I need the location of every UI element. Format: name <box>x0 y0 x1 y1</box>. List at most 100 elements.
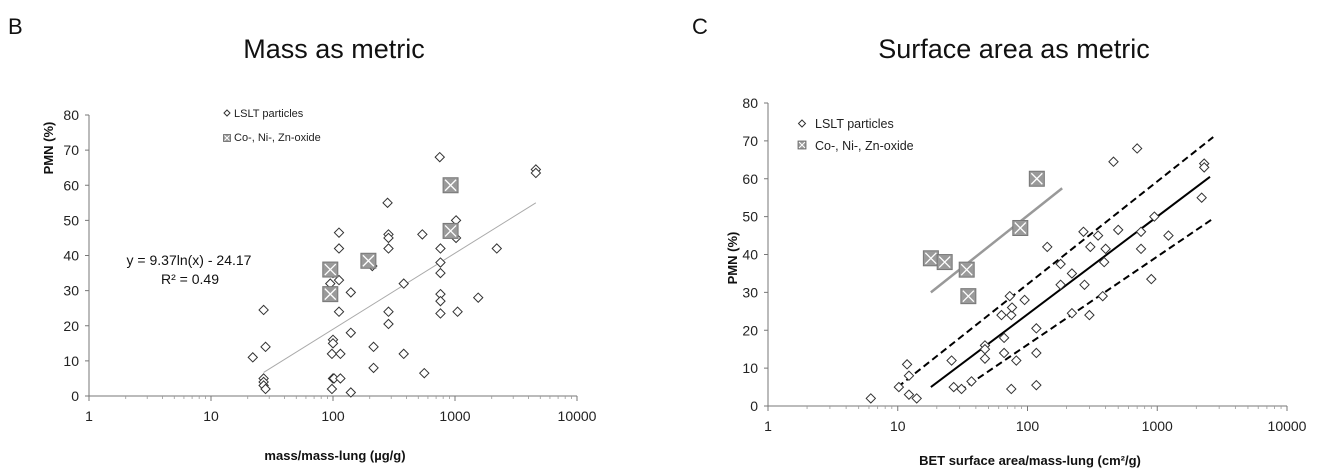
data-point-lslt <box>383 232 394 244</box>
y-tick-label: 60 <box>63 177 79 193</box>
x-axis-label-b: mass/mass-lung (µg/g) <box>264 448 405 463</box>
data-point-lslt <box>260 383 271 395</box>
y-tick-label: 30 <box>63 283 79 299</box>
data-point-lslt <box>398 348 410 360</box>
data-point-lslt <box>1108 156 1119 168</box>
y-tick-label: 80 <box>63 107 79 123</box>
x-tick-label: 1000 <box>1142 418 1173 434</box>
data-point-lslt <box>979 353 991 364</box>
legend-marker-lslt-c <box>797 119 807 128</box>
legend-label-lslt-c: LSLT particles <box>815 117 894 131</box>
data-point-lslt <box>435 267 446 279</box>
y-tick-label: 30 <box>742 284 758 300</box>
data-point-lslt <box>530 167 542 179</box>
data-point-lslt <box>1041 241 1053 253</box>
legend-c: LSLT particles Co-, Ni-, Zn-oxide <box>797 117 914 153</box>
data-point-oxide <box>442 222 459 239</box>
data-point-lslt <box>418 367 430 379</box>
data-point-lslt <box>1055 279 1066 291</box>
data-point-lslt <box>345 287 357 298</box>
data-point-lslt <box>258 304 269 316</box>
data-point-lslt <box>1031 347 1042 359</box>
data-point-lslt <box>335 373 346 384</box>
data-point-lslt <box>1055 258 1066 270</box>
legend-marker-oxide-b <box>223 134 231 142</box>
data-point-oxide <box>1012 219 1029 236</box>
x-tick-label: 10000 <box>558 408 597 424</box>
data-point-lslt <box>326 348 338 360</box>
y-tick-label: 0 <box>750 398 758 414</box>
regression-equation-b: y = 9.37ln(x) - 24.17 <box>127 252 252 268</box>
data-point-lslt <box>1097 290 1109 302</box>
y-tick-label: 10 <box>63 353 79 369</box>
legend-marker-lslt-b <box>223 109 231 117</box>
data-point-lslt <box>327 338 339 349</box>
fit-line-c <box>930 176 1211 388</box>
data-point-lslt <box>335 348 346 360</box>
data-point-lslt <box>417 229 428 240</box>
chart-title-b: Mass as metric <box>243 34 425 64</box>
data-point-lslt <box>956 383 967 395</box>
data-point-lslt <box>383 243 394 254</box>
y-axis-label-c: PMN (%) <box>725 232 740 285</box>
chart-panel-b: B Mass as metric PMN (%) mass/mass-lung … <box>8 14 597 463</box>
data-point-lslt <box>1019 294 1030 306</box>
data-point-lslt <box>1098 256 1110 268</box>
data-point-lslt <box>1006 302 1018 313</box>
data-point-oxide <box>442 177 459 194</box>
data-point-lslt <box>452 306 463 318</box>
data-point-lslt <box>247 352 259 363</box>
data-point-lslt <box>998 347 1010 359</box>
data-point-lslt <box>260 341 271 353</box>
data-point-lslt <box>1004 290 1016 302</box>
y-tick-label: 80 <box>742 95 758 111</box>
data-point-lslt <box>1085 241 1096 253</box>
data-point-lslt <box>1005 309 1017 321</box>
y-tick-label: 50 <box>63 212 79 228</box>
data-point-lslt <box>1131 143 1143 154</box>
x-tick-label: 1000 <box>439 408 470 424</box>
data-point-lslt <box>966 376 977 387</box>
data-point-lslt <box>1198 162 1210 173</box>
panel-letter-b: B <box>8 14 23 39</box>
data-point-lslt <box>1196 192 1207 203</box>
data-point-lslt <box>333 306 345 318</box>
data-point-oxide <box>322 261 339 278</box>
data-point-lslt <box>996 309 1007 321</box>
oxide-fit-line-c <box>930 187 1063 294</box>
r-squared-b: R² = 0.49 <box>161 271 219 287</box>
y-axis-label-b: PMN (%) <box>41 122 56 175</box>
x-axis-label-c: BET surface area/mass-lung (cm²/g) <box>919 453 1141 468</box>
legend-label-oxide-c: Co-, Ni-, Zn-oxide <box>815 139 914 153</box>
data-point-lslt <box>383 318 394 330</box>
data-point-lslt <box>435 295 446 307</box>
y-tick-label: 20 <box>742 322 758 338</box>
y-tick-label: 70 <box>742 133 758 149</box>
data-point-lslt <box>345 327 357 339</box>
legend-label-lslt-b: LSLT particles <box>234 108 304 120</box>
data-point-lslt <box>472 292 484 303</box>
data-point-lslt <box>1135 226 1147 238</box>
y-tick-label: 10 <box>742 360 758 376</box>
data-point-lslt <box>434 151 446 163</box>
data-point-lslt <box>491 243 503 254</box>
y-tick-label: 20 <box>63 318 79 334</box>
x-tick-label: 10 <box>890 418 906 434</box>
lower-bound-line-c <box>959 217 1214 392</box>
data-point-lslt <box>1005 383 1017 395</box>
data-point-lslt <box>1011 355 1022 366</box>
data-point-lslt <box>1092 230 1104 241</box>
data-point-lslt <box>903 389 915 400</box>
data-point-lslt <box>901 359 913 370</box>
data-point-lslt <box>903 370 915 382</box>
data-point-lslt <box>1078 226 1089 238</box>
data-point-lslt <box>333 227 345 238</box>
data-point-oxide <box>960 288 977 305</box>
data-point-oxide <box>958 261 975 278</box>
x-tick-label: 10 <box>203 408 219 424</box>
upper-bound-line-c <box>897 136 1214 388</box>
data-point-lslt <box>382 197 393 209</box>
data-point-lslt <box>1031 323 1042 334</box>
x-tick-label: 10000 <box>1268 418 1307 434</box>
data-point-lslt <box>1066 268 1078 279</box>
